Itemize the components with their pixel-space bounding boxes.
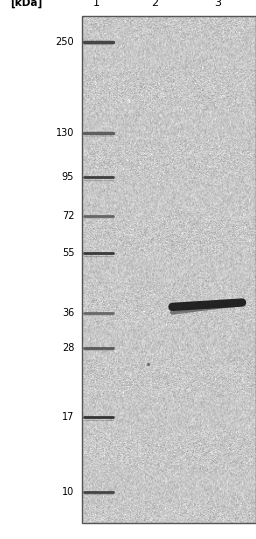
Text: 28: 28 <box>62 343 74 353</box>
Text: 130: 130 <box>56 128 74 138</box>
Text: 95: 95 <box>62 172 74 182</box>
Text: 2: 2 <box>152 0 159 8</box>
Text: 10: 10 <box>62 487 74 496</box>
Text: 72: 72 <box>62 211 74 220</box>
Text: [kDa]: [kDa] <box>10 0 42 8</box>
Bar <box>82 16 256 523</box>
Text: 36: 36 <box>62 308 74 317</box>
Text: 17: 17 <box>62 412 74 423</box>
Text: 3: 3 <box>214 0 221 8</box>
Text: 55: 55 <box>62 248 74 258</box>
Text: 1: 1 <box>92 0 99 8</box>
Text: 250: 250 <box>56 37 74 47</box>
